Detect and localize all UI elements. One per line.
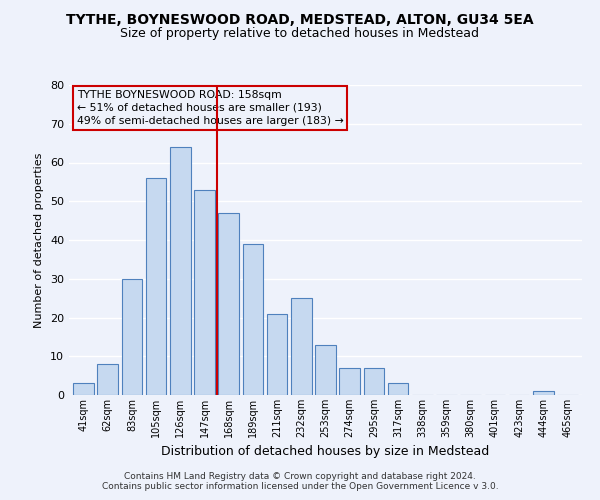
X-axis label: Distribution of detached houses by size in Medstead: Distribution of detached houses by size … xyxy=(161,446,490,458)
Bar xyxy=(267,314,287,395)
Bar xyxy=(97,364,118,395)
Text: Size of property relative to detached houses in Medstead: Size of property relative to detached ho… xyxy=(121,28,479,40)
Bar xyxy=(146,178,166,395)
Bar xyxy=(315,344,336,395)
Y-axis label: Number of detached properties: Number of detached properties xyxy=(34,152,44,328)
Bar xyxy=(122,279,142,395)
Bar xyxy=(218,213,239,395)
Bar xyxy=(242,244,263,395)
Bar xyxy=(194,190,215,395)
Bar xyxy=(170,147,191,395)
Bar xyxy=(340,368,360,395)
Bar xyxy=(388,384,409,395)
Text: Contains HM Land Registry data © Crown copyright and database right 2024.: Contains HM Land Registry data © Crown c… xyxy=(124,472,476,481)
Bar xyxy=(73,384,94,395)
Bar xyxy=(533,391,554,395)
Text: TYTHE BOYNESWOOD ROAD: 158sqm
← 51% of detached houses are smaller (193)
49% of : TYTHE BOYNESWOOD ROAD: 158sqm ← 51% of d… xyxy=(77,90,343,126)
Text: Contains public sector information licensed under the Open Government Licence v : Contains public sector information licen… xyxy=(101,482,499,491)
Bar xyxy=(291,298,311,395)
Text: TYTHE, BOYNESWOOD ROAD, MEDSTEAD, ALTON, GU34 5EA: TYTHE, BOYNESWOOD ROAD, MEDSTEAD, ALTON,… xyxy=(66,12,534,26)
Bar xyxy=(364,368,384,395)
